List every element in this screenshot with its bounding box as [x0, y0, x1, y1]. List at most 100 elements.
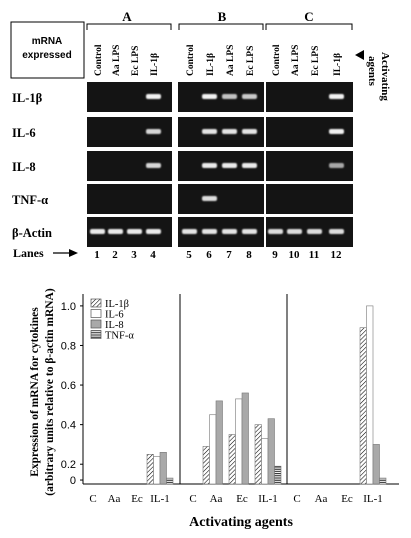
gel-band [329, 229, 344, 234]
lane-header-label: Aa LPS [226, 45, 236, 76]
gel-band [108, 229, 123, 234]
gene-row-label: β-Actin [12, 226, 52, 240]
lane-number: 3 [131, 249, 137, 261]
gene-row-label: IL-1β [12, 91, 43, 105]
gel-band [242, 94, 257, 99]
lane-header-label: Aa LPS [112, 45, 122, 76]
gene-row-label: TNF-α [12, 193, 48, 207]
lane-header-label: Ec LPS [246, 46, 256, 76]
x-tick-label: C [89, 493, 96, 505]
y-tick-label: 0.6 [61, 380, 76, 392]
y-tick-label: 0.4 [61, 420, 76, 432]
gel-band [329, 129, 344, 134]
lane-number: 11 [309, 249, 319, 261]
gel-band [222, 129, 237, 134]
group-bracket-a [86, 23, 172, 30]
lane-number: 5 [186, 249, 192, 261]
gel-band [146, 129, 161, 134]
gel-band [202, 229, 217, 234]
lane-number: 10 [289, 249, 301, 261]
lane-number: 12 [331, 249, 343, 261]
gel-band [329, 94, 344, 99]
gel-band [222, 94, 237, 99]
gel-band [242, 129, 257, 134]
x-tick-label: Ec [131, 493, 143, 505]
gel-band [202, 163, 217, 168]
gel-band [307, 229, 322, 234]
lanes-label: Lanes [13, 246, 44, 260]
x-tick-label: IL-1 [258, 493, 278, 505]
gel-band [242, 163, 257, 168]
x-tick-label: IL-1 [363, 493, 383, 505]
bar [209, 414, 217, 485]
gel-band [202, 94, 217, 99]
x-tick-label: Ec [341, 493, 353, 505]
legend-label: IL-8 [105, 320, 124, 331]
bar [166, 477, 174, 485]
gel-block [266, 184, 353, 214]
bar [241, 392, 249, 485]
gel-band [90, 229, 105, 234]
legend-label: IL-1β [105, 299, 129, 310]
bar [215, 400, 223, 485]
bar [379, 477, 387, 485]
gel-panel: mRNA expressed A B C Control Aa LPS Ec LPS… [10, 9, 391, 261]
y-tick-label: 1.0 [61, 301, 76, 313]
gel-band [127, 229, 142, 234]
y-tick-label: 0.2 [61, 459, 76, 471]
bar [261, 438, 269, 485]
bar-chart: 1.0 0.8 0.6 0.4 0.2 0 C Aa Ec IL-1 C Aa Ec IL-1 C Aa Ec… [29, 288, 399, 530]
bar [366, 305, 374, 485]
bar [254, 424, 262, 485]
gel-block [87, 184, 172, 214]
bar [202, 446, 210, 485]
gel-band [222, 163, 237, 168]
bar [359, 327, 367, 485]
gel-band [182, 229, 197, 234]
group-label-a: A [122, 9, 132, 24]
mrna-header-label: mRNA [32, 36, 63, 47]
legend-swatch [90, 319, 102, 329]
mrna-header-box [10, 21, 85, 79]
bar [235, 398, 243, 485]
lane-header-label: IL-1β [150, 53, 160, 76]
lane-header-label: IL-1β [206, 53, 216, 76]
gel-band [242, 229, 257, 234]
x-tick-label: IL-1 [150, 493, 170, 505]
lane-header-label: Control [272, 44, 282, 76]
x-tick-label: Ec [236, 493, 248, 505]
y-axis-title-line2: (arbitrary units relative to β-actin mRN… [44, 288, 56, 496]
lane-header-label: Aa LPS [291, 45, 301, 76]
lane-number: 7 [226, 249, 232, 261]
bar [267, 418, 275, 485]
x-tick-label: Aa [108, 493, 121, 505]
gel-band [202, 129, 217, 134]
legend-swatch [90, 298, 102, 308]
group-bracket-c [265, 23, 353, 30]
x-axis-title: Activating agents [189, 515, 293, 530]
lane-header-label: Ec LPS [131, 46, 141, 76]
bar [159, 452, 167, 485]
bar [153, 455, 161, 485]
legend-label: IL-6 [105, 310, 124, 321]
gel-block [178, 184, 264, 214]
gel-band [146, 94, 161, 99]
group-label-c: C [304, 9, 313, 24]
lane-header-label: Control [94, 44, 104, 76]
bar [274, 465, 282, 485]
gel-band [146, 229, 161, 234]
gel-band [268, 229, 283, 234]
gel-band [287, 229, 302, 234]
activating-agents-arrow [355, 50, 364, 60]
lane-number: 1 [94, 249, 100, 261]
lanes-arrow-head [69, 249, 78, 257]
expressed-header-label: expressed [22, 50, 71, 61]
group-label-b: B [218, 9, 227, 24]
x-tick-label: Aa [315, 493, 328, 505]
x-tick-label: Aa [210, 493, 223, 505]
gel-band [329, 163, 344, 168]
activating-agents-side-label-1: Activating [379, 52, 391, 101]
lane-number: 2 [112, 249, 118, 261]
